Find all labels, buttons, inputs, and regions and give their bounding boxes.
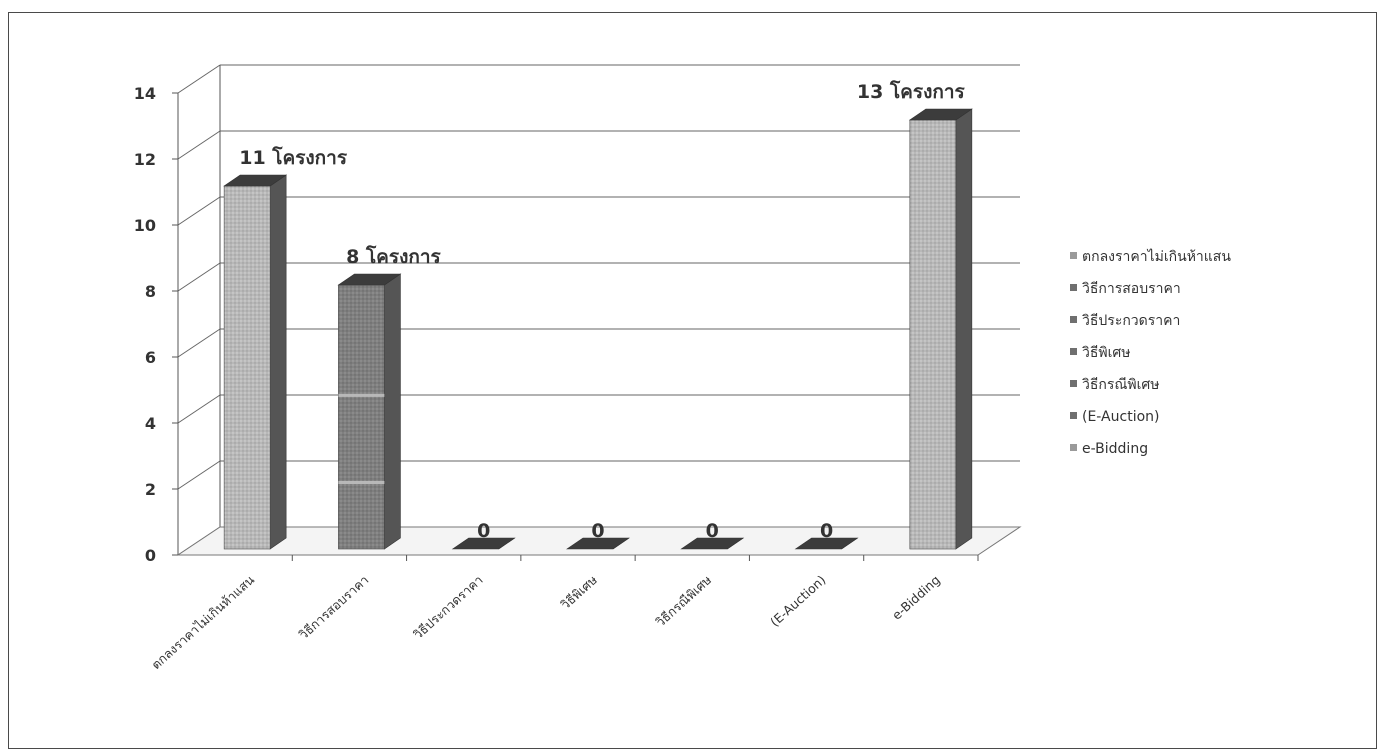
legend-entry: e-Bidding — [1082, 441, 1148, 457]
side-wall-line — [177, 196, 221, 226]
legend-entry: วิธีประกวดราคา — [1082, 313, 1181, 329]
data-label: 13 โครงการ — [857, 80, 966, 103]
bar-top — [566, 537, 630, 550]
bar-side — [384, 273, 401, 550]
side-wall-line — [177, 130, 221, 160]
data-label: 11 โครงการ — [239, 146, 348, 169]
x-tick-label: e-Bidding — [889, 572, 943, 623]
data-label: 0 — [706, 520, 719, 542]
y-tick-label: 0 — [145, 546, 156, 565]
legend-entry: วิธีพิเศษ — [1082, 345, 1131, 361]
bar — [909, 119, 957, 550]
legend-swatch — [1070, 348, 1077, 355]
legend-entry: วิธีกรณีพิเศษ — [1082, 377, 1160, 393]
legend-swatch — [1070, 252, 1077, 259]
data-label: 0 — [820, 520, 833, 542]
legend-swatch — [1070, 444, 1077, 451]
x-tick-label: วิธีกรณีพิเศษ — [653, 572, 714, 629]
x-tick-label: วิธีการสอบราคา — [296, 572, 372, 642]
data-label: 8 โครงการ — [346, 245, 441, 268]
bar-top — [680, 537, 745, 550]
x-tick-label: (E-Auction) — [767, 572, 828, 629]
bar-top — [223, 174, 288, 187]
bar-side — [269, 174, 287, 550]
side-wall-line — [177, 460, 221, 490]
bar-top — [451, 537, 516, 550]
legend-entry: วิธีการสอบราคา — [1082, 281, 1181, 297]
bar-top — [908, 108, 973, 121]
legend-swatch — [1070, 316, 1077, 323]
y-tick-label: 14 — [134, 84, 156, 103]
legend-swatch — [1070, 412, 1077, 419]
y-tick-label: 2 — [145, 480, 156, 499]
bar-top — [794, 537, 859, 550]
bar-layer — [223, 108, 973, 550]
side-wall-line — [177, 262, 221, 292]
bar — [338, 284, 385, 550]
bar-side — [955, 108, 973, 550]
side-wall-line — [177, 394, 221, 424]
bar — [223, 185, 271, 550]
legend-entry: ตกลงราคาไม่เกินห้าแสน — [1082, 248, 1231, 265]
legend-entry: (E-Auction) — [1082, 409, 1159, 425]
y-tick-label: 10 — [134, 216, 156, 235]
legend-swatch — [1070, 380, 1077, 387]
side-wall-line — [177, 64, 221, 94]
y-tick-label: 12 — [134, 150, 156, 169]
legend-swatch — [1070, 284, 1077, 291]
bar-highlight — [338, 393, 385, 397]
y-tick-label: 4 — [145, 414, 156, 433]
bar-highlight — [338, 481, 385, 484]
bar-top — [337, 273, 402, 286]
y-tick-label: 8 — [145, 282, 156, 301]
y-tick-label: 6 — [145, 348, 156, 367]
x-tick-label: วิธีประกวดราคา — [410, 572, 485, 642]
x-tick-label: ตกลงราคาไม่เกินห้าแสน — [148, 572, 257, 672]
x-tick-label: วิธีพิเศษ — [558, 572, 600, 612]
side-wall-line — [177, 328, 221, 358]
legend: ตกลงราคาไม่เกินห้าแสนวิธีการสอบราคาวิธีป… — [1070, 248, 1231, 457]
data-label: 0 — [477, 520, 490, 542]
data-label: 0 — [591, 520, 604, 542]
